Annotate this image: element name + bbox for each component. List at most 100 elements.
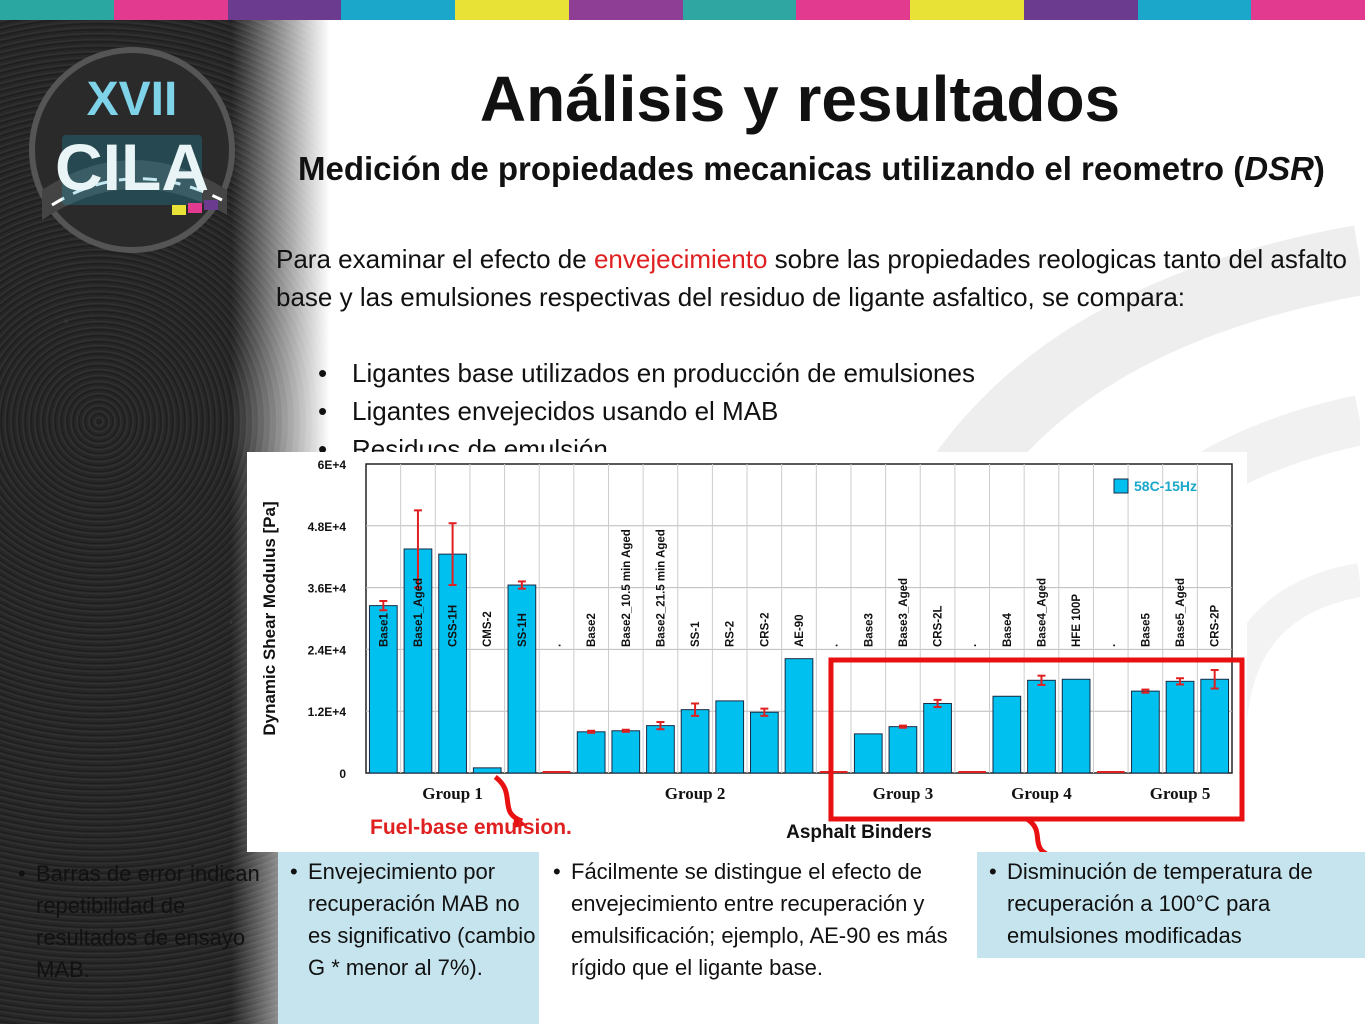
bar xyxy=(853,733,883,774)
stripe-segment xyxy=(1023,0,1138,20)
category-label: RS-2 xyxy=(725,621,737,647)
comparison-list: Ligantes base utilizados en producción d… xyxy=(310,354,1210,468)
bar xyxy=(680,709,710,774)
bar xyxy=(1200,678,1230,774)
stripe-segment xyxy=(113,0,228,20)
group-label: Group 3 xyxy=(873,784,934,803)
fuel-base-annotation: Fuel-base emulsion. xyxy=(370,816,572,839)
bar xyxy=(1061,678,1091,774)
note-text: Disminución de temperatura de recuperaci… xyxy=(987,856,1365,952)
category-label: Base2 xyxy=(586,613,598,647)
y-tick-label: 4.8E+4 xyxy=(308,520,347,534)
subtitle-end: ) xyxy=(1313,150,1325,187)
category-label: SS-1H xyxy=(517,613,529,647)
category-label: Base5_Aged xyxy=(1175,578,1187,647)
bar xyxy=(784,658,814,774)
stripe-segment xyxy=(227,0,342,20)
stripe-segment xyxy=(910,0,1024,20)
stripe-segment xyxy=(682,0,797,20)
x-axis-label: Asphalt Binders xyxy=(786,822,932,843)
top-color-stripe xyxy=(0,0,1365,20)
stripe-segment xyxy=(0,0,114,20)
arrow-fuel-base xyxy=(493,774,524,824)
y-tick-label: 2.4E+4 xyxy=(308,643,347,657)
category-label: AE-90 xyxy=(794,614,806,647)
y-axis-label: Dynamic Shear Modulus [Pa] xyxy=(260,501,279,735)
stripe-segment xyxy=(1251,0,1365,20)
y-tick-label: 1.2E+4 xyxy=(308,705,347,719)
category-label: . xyxy=(552,644,564,647)
group-label: Group 2 xyxy=(665,784,726,803)
bar xyxy=(1131,690,1160,774)
category-label: CRS-2L xyxy=(933,605,945,647)
y-tick-label: 6E+4 xyxy=(318,458,347,472)
cila-logo: XVII CILA xyxy=(29,47,235,253)
category-label: CRS-2P xyxy=(1210,604,1222,647)
bar xyxy=(507,584,537,774)
bar xyxy=(715,700,745,774)
stripe-segment xyxy=(341,0,455,20)
note-aging-mab: Envejecimiento por recuperación MAB no e… xyxy=(278,852,540,1024)
category-label: . xyxy=(829,644,841,647)
note-text: Barras de error indican repetibilidad de… xyxy=(16,858,281,986)
category-label: CRS-2 xyxy=(759,612,771,647)
dsr-bar-chart: 0 1.2E+4 2.4E+4 3.6E+4 4.8E+4 6E+4 Base1 Base1_… xyxy=(247,452,1247,852)
subtitle-italic: DSR xyxy=(1244,150,1314,187)
arrow-temperature xyxy=(1025,816,1048,852)
category-label: Base4_Aged xyxy=(1036,578,1048,647)
stripe-segment xyxy=(796,0,910,20)
category-label: Base5 xyxy=(1140,613,1152,647)
list-item: Ligantes envejecidos usando el MAB xyxy=(310,392,1210,430)
intro-highlight: envejecimiento xyxy=(593,244,768,274)
group-label: Group 5 xyxy=(1150,784,1211,803)
y-tick-label: 3.6E+4 xyxy=(308,582,347,596)
bar xyxy=(472,767,502,774)
bar xyxy=(888,726,918,774)
bar xyxy=(1027,679,1056,774)
subtitle-text: Medición de propiedades mecanicas utiliz… xyxy=(298,150,1245,187)
legend-swatch xyxy=(1113,478,1129,494)
stripe-segment xyxy=(1137,0,1252,20)
note-aging-distinction: Fácilmente se distingue el efecto de env… xyxy=(539,852,977,1024)
category-label: Base1_Aged xyxy=(413,578,425,647)
highlight-box xyxy=(828,657,1245,822)
chart-canvas: 0 1.2E+4 2.4E+4 3.6E+4 4.8E+4 6E+4 Base1 Base1_… xyxy=(260,458,1245,852)
svg-text:XVII: XVII xyxy=(87,73,178,126)
group-label: Group 4 xyxy=(1011,784,1072,803)
intro-part2: sobre las propiedades reologicas tanto d… xyxy=(276,244,1347,312)
category-label: Base2_21.5 min Aged xyxy=(655,529,667,647)
legend-label: 58C-15Hz xyxy=(1134,478,1197,494)
category-label: Base3 xyxy=(863,613,875,647)
category-label: CMS-2 xyxy=(482,611,494,647)
arrow-head xyxy=(1044,850,1048,852)
intro-part1: Para examinar el efecto de xyxy=(276,244,594,274)
group-label: Group 1 xyxy=(422,784,483,803)
category-label: . xyxy=(967,644,979,647)
note-temperature: Disminución de temperatura de recuperaci… xyxy=(977,852,1365,958)
intro-paragraph: Para examinar el efecto de envejecimient… xyxy=(276,240,1351,316)
category-label: HFE 100P xyxy=(1071,594,1083,647)
list-item: Ligantes base utilizados en producción d… xyxy=(310,354,1210,392)
bar xyxy=(611,730,641,774)
category-label: . xyxy=(1106,644,1118,647)
bar xyxy=(438,553,467,774)
bar xyxy=(923,702,952,774)
bar xyxy=(750,711,779,774)
stripe-segment xyxy=(568,0,683,20)
arrow-head xyxy=(513,816,528,828)
category-label: Base1 xyxy=(378,613,390,647)
category-label: SS-1 xyxy=(690,621,702,647)
stripe-segment xyxy=(455,0,569,20)
bar xyxy=(1165,680,1195,774)
category-label: CSS-1H xyxy=(448,605,460,647)
y-tick-label: 0 xyxy=(339,767,346,781)
category-label: Base3_Aged xyxy=(898,578,910,647)
category-label: Base2_10.5 min Aged xyxy=(621,529,633,647)
slide-subtitle: Medición de propiedades mecanicas utiliz… xyxy=(298,146,1338,192)
bar xyxy=(576,731,606,774)
slide-title: Análisis y resultados xyxy=(479,63,1121,135)
bar xyxy=(992,695,1022,774)
note-text: Envejecimiento por recuperación MAB no e… xyxy=(288,856,540,984)
category-label: Base4 xyxy=(1002,613,1014,647)
bar xyxy=(368,605,398,774)
